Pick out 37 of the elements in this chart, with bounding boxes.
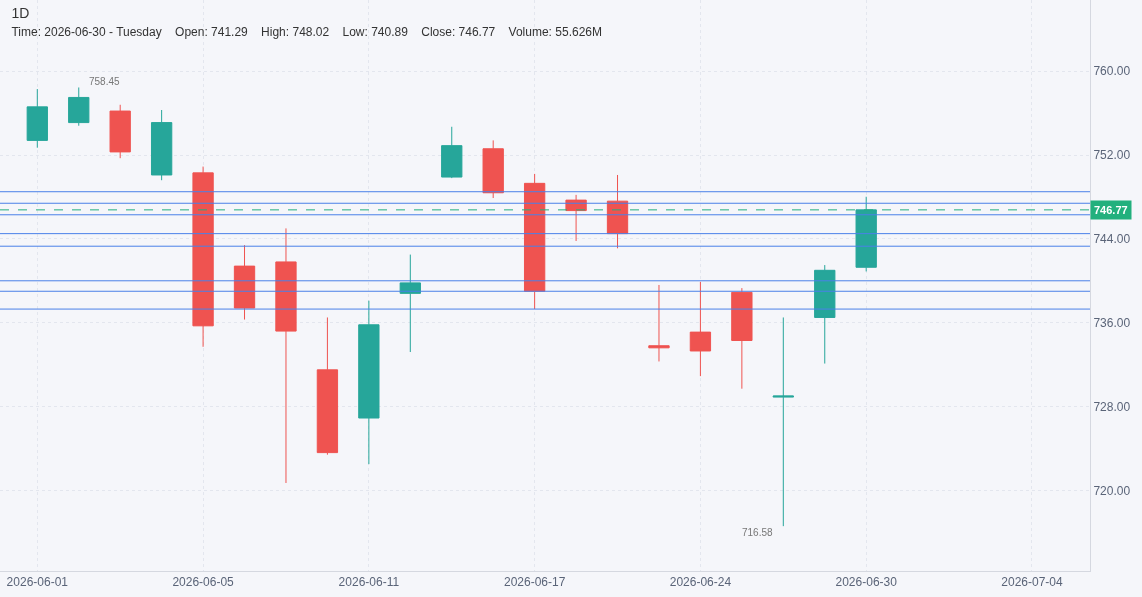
x-tick-label: 2026-06-01 bbox=[6, 575, 69, 590]
candlestick bbox=[109, 104, 131, 159]
candlestick bbox=[68, 86, 90, 127]
candlestick bbox=[523, 173, 546, 310]
x-tick-label: 2026-07-04 bbox=[1001, 575, 1063, 590]
candlestick bbox=[731, 287, 753, 390]
x-tick-label: 2026-06-24 bbox=[669, 575, 732, 590]
candlestick bbox=[233, 244, 256, 321]
candlestick bbox=[648, 284, 670, 362]
ref-line-label: 746.77 bbox=[1094, 204, 1128, 216]
candlestick bbox=[150, 109, 173, 181]
candlestick bbox=[26, 88, 48, 149]
y-tick-label: 744.00 bbox=[1093, 232, 1131, 247]
y-tick-label: 736.00 bbox=[1093, 315, 1131, 330]
candlestick bbox=[192, 166, 214, 348]
candlestick bbox=[689, 281, 712, 377]
x-tick-label: 2026-06-11 bbox=[338, 575, 400, 590]
candlestick bbox=[441, 126, 463, 179]
chart-title: 1D bbox=[11, 4, 30, 21]
x-tick-label: 2026-06-17 bbox=[503, 575, 566, 590]
candlestick bbox=[275, 227, 297, 484]
annotation: 716.58 bbox=[742, 527, 774, 538]
y-tick-label: 760.00 bbox=[1093, 64, 1131, 79]
annotation: 758.45 bbox=[89, 76, 121, 87]
text: Time: 2026-06-30 - Tuesday Open: 741.29 High: 748.02 Low: 740.89 Close: 746.77 Volume: 55.626M bbox=[11, 25, 603, 40]
candlestick bbox=[316, 316, 339, 456]
candlestick bbox=[358, 300, 380, 465]
candlestick bbox=[772, 316, 794, 527]
y-tick-label: 720.00 bbox=[1093, 483, 1131, 498]
y-tick-label: 728.00 bbox=[1093, 399, 1131, 414]
x-tick-label: 2026-06-30 bbox=[835, 575, 898, 590]
candlestick bbox=[482, 139, 504, 199]
candlestick bbox=[814, 264, 836, 365]
candlestick bbox=[855, 196, 877, 272]
x-tick-label: 2026-06-05 bbox=[172, 575, 235, 590]
y-tick-label: 752.00 bbox=[1093, 148, 1131, 163]
candlestick bbox=[399, 254, 421, 353]
